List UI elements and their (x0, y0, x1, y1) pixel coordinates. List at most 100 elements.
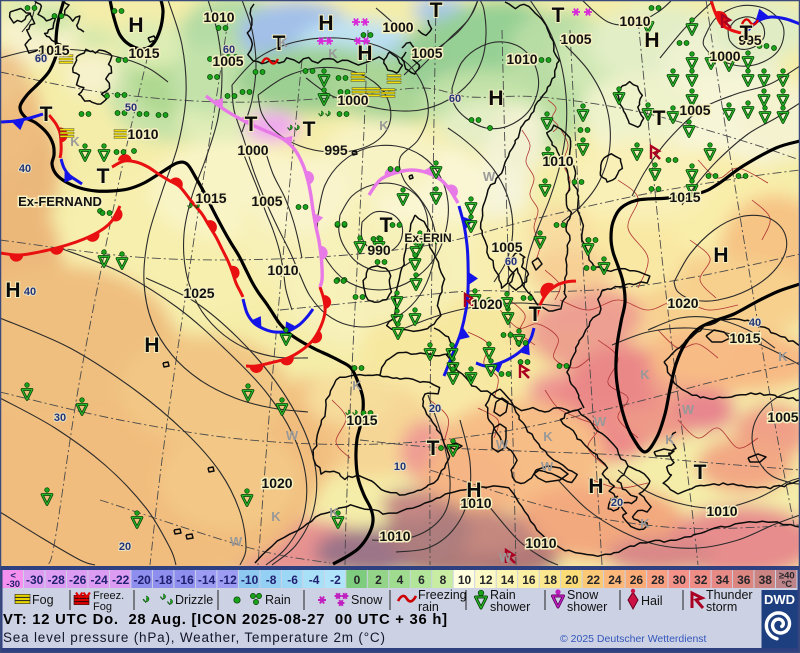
svg-text:W: W (230, 534, 243, 549)
svg-text:DWD: DWD (764, 592, 795, 607)
svg-text:Rain: Rain (265, 593, 291, 607)
svg-text:-30: -30 (6, 579, 20, 590)
svg-text:1020: 1020 (261, 475, 292, 491)
svg-text:24: 24 (608, 573, 622, 587)
svg-text:32: 32 (694, 573, 708, 587)
svg-text:60: 60 (505, 256, 517, 268)
svg-text:1000: 1000 (709, 48, 740, 64)
svg-text:-16: -16 (176, 573, 194, 587)
svg-text:60: 60 (223, 44, 235, 56)
svg-text:1015: 1015 (195, 190, 226, 206)
svg-text:1010: 1010 (379, 528, 410, 544)
svg-text:T: T (380, 214, 393, 237)
svg-text:Rain: Rain (490, 588, 516, 602)
svg-text:storm: storm (706, 600, 737, 614)
svg-text:1020: 1020 (667, 295, 698, 311)
svg-text:-30: -30 (26, 573, 44, 587)
svg-text:-28: -28 (48, 573, 66, 587)
svg-text:1005: 1005 (679, 102, 710, 118)
svg-text:H: H (466, 479, 481, 502)
svg-text:H: H (357, 42, 372, 65)
svg-text:20: 20 (565, 573, 579, 587)
svg-text:W: W (682, 402, 695, 417)
svg-text:T: T (529, 303, 542, 326)
svg-text:4: 4 (397, 573, 404, 587)
svg-text:H: H (488, 87, 503, 110)
svg-text:20: 20 (119, 541, 131, 553)
svg-text:8: 8 (440, 573, 447, 587)
svg-text:40: 40 (749, 317, 761, 329)
svg-text:Hail: Hail (641, 594, 663, 608)
svg-text:22: 22 (587, 573, 601, 587)
svg-text:1005: 1005 (411, 45, 442, 61)
svg-text:50: 50 (125, 102, 137, 114)
svg-text:T: T (694, 461, 707, 484)
svg-text:995: 995 (324, 142, 348, 158)
svg-text:2: 2 (375, 573, 382, 587)
svg-text:1015: 1015 (669, 189, 700, 205)
svg-text:H: H (318, 12, 333, 35)
svg-text:K: K (640, 367, 650, 382)
svg-text:Ex-FERNAND: Ex-FERNAND (18, 194, 102, 209)
svg-text:shower: shower (567, 600, 607, 614)
svg-text:<: < (10, 571, 16, 582)
svg-text:-22: -22 (112, 573, 130, 587)
svg-text:H: H (644, 29, 659, 52)
svg-text:10: 10 (458, 573, 472, 587)
svg-text:K: K (329, 505, 339, 520)
svg-text:-2: -2 (330, 573, 341, 587)
svg-text:W: W (286, 428, 299, 443)
svg-text:W: W (594, 414, 607, 429)
svg-text:Ex-ERIN: Ex-ERIN (404, 231, 451, 245)
svg-text:40: 40 (19, 163, 31, 175)
svg-text:Fog: Fog (32, 593, 54, 607)
svg-text:K: K (665, 432, 675, 447)
svg-text:T: T (427, 437, 440, 460)
svg-text:1010: 1010 (127, 126, 158, 142)
svg-text:28: 28 (651, 573, 665, 587)
svg-text:H: H (713, 244, 728, 267)
svg-text:1015: 1015 (729, 330, 760, 346)
svg-text:H: H (144, 334, 159, 357)
svg-text:rain: rain (418, 600, 439, 614)
svg-text:1010: 1010 (267, 262, 298, 278)
svg-text:T: T (303, 118, 316, 141)
svg-text:36: 36 (737, 573, 751, 587)
svg-text:1010: 1010 (525, 535, 556, 551)
svg-text:T: T (430, 0, 443, 22)
svg-text:Freez.: Freez. (93, 590, 124, 602)
svg-text:K: K (271, 509, 281, 524)
svg-text:Drizzle: Drizzle (175, 593, 213, 607)
svg-text:12: 12 (479, 573, 493, 587)
svg-text:6: 6 (418, 573, 425, 587)
svg-text:-24: -24 (91, 573, 109, 587)
svg-text:20: 20 (429, 403, 441, 415)
svg-text:14: 14 (501, 573, 515, 587)
svg-text:T: T (653, 107, 666, 130)
svg-text:-14: -14 (198, 573, 216, 587)
svg-text:1010: 1010 (542, 153, 573, 169)
svg-text:1015: 1015 (38, 42, 69, 58)
svg-text:1005: 1005 (491, 239, 522, 255)
svg-text:K: K (543, 429, 553, 444)
svg-text:W: W (541, 459, 554, 474)
svg-text:H: H (128, 14, 143, 37)
svg-text:T: T (245, 113, 258, 136)
svg-text:K: K (278, 35, 288, 50)
svg-text:Fog: Fog (93, 601, 112, 613)
svg-text:T: T (740, 22, 753, 45)
svg-text:W: W (499, 550, 512, 565)
svg-text:1010: 1010 (619, 13, 650, 29)
svg-text:1000: 1000 (237, 142, 268, 158)
svg-text:60: 60 (449, 93, 461, 105)
svg-text:990: 990 (367, 242, 391, 258)
svg-text:0: 0 (354, 573, 361, 587)
svg-text:K: K (352, 378, 362, 393)
svg-text:K: K (778, 349, 788, 364)
svg-text:K: K (70, 134, 80, 149)
svg-text:°C: °C (781, 579, 792, 590)
svg-text:-12: -12 (219, 573, 237, 587)
svg-text:995: 995 (738, 32, 762, 48)
svg-text:Snow: Snow (351, 593, 383, 607)
svg-text:-6: -6 (287, 573, 298, 587)
